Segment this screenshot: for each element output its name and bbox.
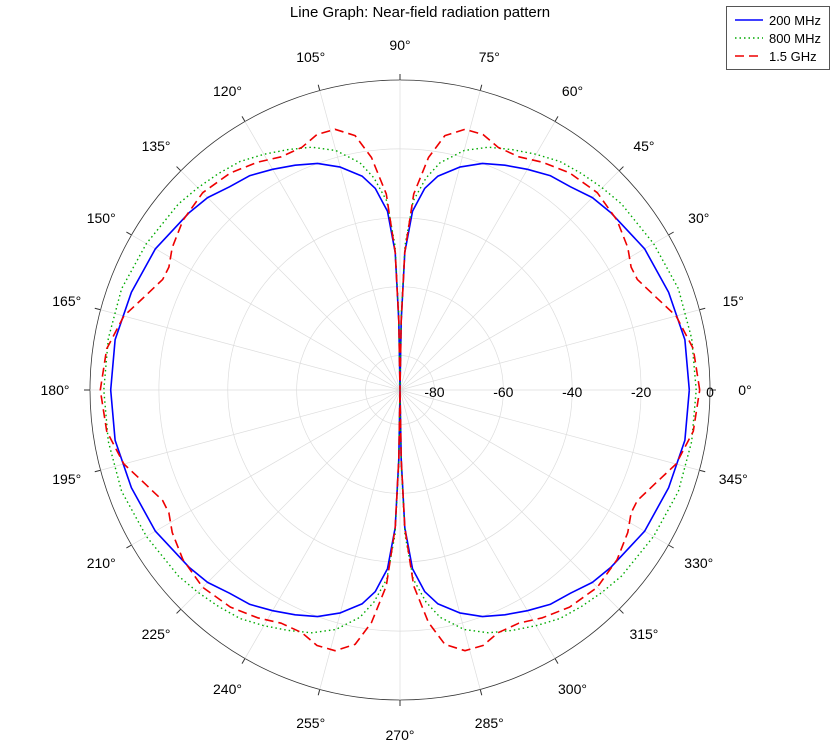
angle-tick-label: 225° <box>142 626 171 642</box>
legend-label: 800 MHz <box>769 31 821 46</box>
angle-tick-label: 300° <box>558 681 587 697</box>
angle-tick-label: 315° <box>629 626 658 642</box>
legend-label: 1.5 GHz <box>769 49 817 64</box>
angle-tick-label: 210° <box>87 555 116 571</box>
angle-tick-label: 345° <box>719 471 748 487</box>
angle-tick-label: 165° <box>52 293 81 309</box>
angle-tick-label: 180° <box>41 382 70 398</box>
radial-tick-label: -20 <box>631 384 651 400</box>
legend: 200 MHz 800 MHz 1.5 GHz <box>726 6 830 70</box>
angle-tick-label: 240° <box>213 681 242 697</box>
angle-tick-label: 150° <box>87 210 116 226</box>
angle-tick-label: 285° <box>475 715 504 731</box>
polar-plot <box>0 0 840 750</box>
angle-tick-label: 120° <box>213 83 242 99</box>
angle-tick-label: 105° <box>296 49 325 65</box>
angle-tick-label: 0° <box>738 382 751 398</box>
angle-tick-label: 75° <box>479 49 500 65</box>
angle-tick-label: 30° <box>688 210 709 226</box>
radial-tick-label: -60 <box>493 384 513 400</box>
angle-tick-label: 90° <box>389 37 410 53</box>
legend-label: 200 MHz <box>769 13 821 28</box>
angle-tick-label: 45° <box>633 138 654 154</box>
angle-tick-label: 15° <box>723 293 744 309</box>
angle-tick-label: 255° <box>296 715 325 731</box>
radial-tick-label: -40 <box>562 384 582 400</box>
legend-item: 200 MHz <box>735 11 821 29</box>
angle-tick-label: 195° <box>52 471 81 487</box>
angle-tick-label: 270° <box>386 727 415 743</box>
angle-tick-label: 330° <box>684 555 713 571</box>
radial-tick-label: 0 <box>706 384 714 400</box>
angle-tick-label: 135° <box>142 138 171 154</box>
angle-tick-label: 60° <box>562 83 583 99</box>
radial-tick-label: -80 <box>424 384 444 400</box>
legend-item: 800 MHz <box>735 29 821 47</box>
legend-item: 1.5 GHz <box>735 47 821 65</box>
